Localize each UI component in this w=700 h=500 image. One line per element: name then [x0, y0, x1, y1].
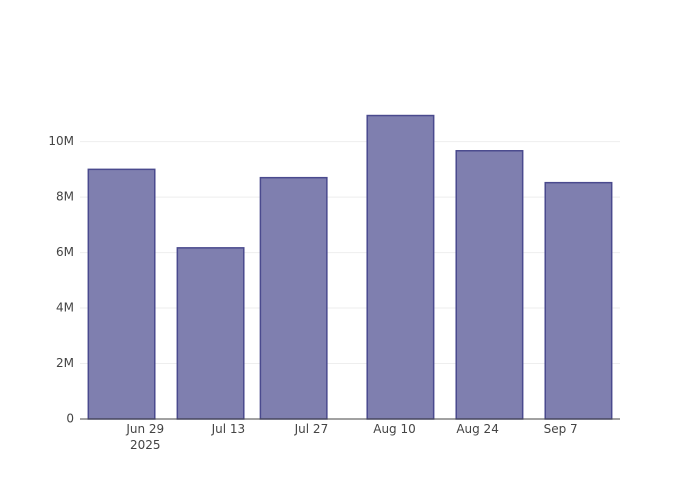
- bar: [366, 114, 435, 420]
- bar: [544, 181, 613, 420]
- y-tick-label: 10M: [48, 134, 74, 148]
- x-tick-label: Jul 13: [211, 422, 246, 436]
- y-tick-label: 4M: [56, 301, 74, 315]
- y-tick-label: 6M: [56, 245, 74, 259]
- x-tick-label: Jun 29 2025: [126, 422, 165, 452]
- y-tick-label: 2M: [56, 356, 74, 370]
- y-tick-label: 0: [66, 412, 74, 426]
- x-tick-label: Jul 27: [294, 422, 329, 436]
- bar: [176, 247, 245, 420]
- bar: [87, 168, 156, 420]
- x-tick-label: Aug 24: [456, 422, 499, 436]
- x-tick-label: Aug 10: [373, 422, 416, 436]
- bar: [455, 150, 524, 420]
- bar: [259, 176, 328, 420]
- y-tick-label: 8M: [56, 190, 74, 204]
- x-tick-label: Sep 7: [543, 422, 578, 436]
